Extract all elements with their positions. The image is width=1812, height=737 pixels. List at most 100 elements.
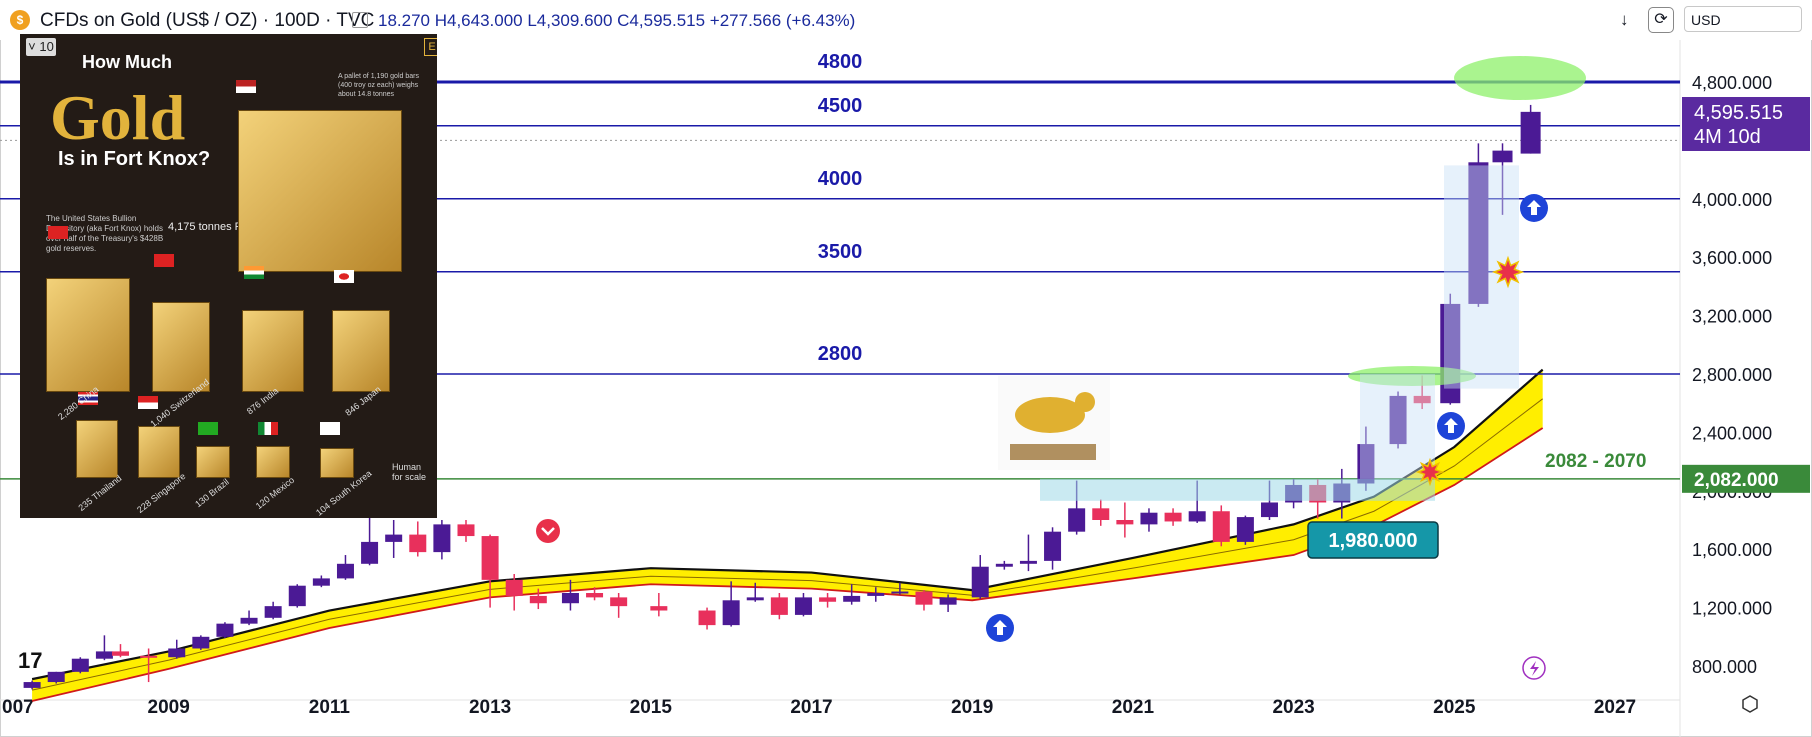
candle-body[interactable] [433,524,451,553]
candle-body[interactable] [1068,508,1086,532]
candle-body[interactable] [1413,395,1431,404]
candle-body[interactable] [240,617,258,624]
range-highlight-box [1040,478,1435,501]
japan-flag-icon [334,270,354,283]
brazil-flag-icon [198,422,218,435]
green-highlight-ellipse [1348,366,1476,386]
lightning-icon[interactable] [1522,656,1546,680]
y-tick-label: 2,400.000 [1692,423,1772,443]
candle-body[interactable] [1357,444,1375,484]
candle-body[interactable] [1492,150,1513,163]
arrow-down-glyph [541,527,555,536]
candle-body[interactable] [1260,502,1278,518]
inset-gold-title: Gold [50,82,186,153]
candle-body[interactable] [361,541,379,564]
candle-body[interactable] [1468,162,1489,304]
candle-body[interactable] [843,595,861,602]
candlesticks[interactable] [23,104,1541,690]
candle-body[interactable] [794,597,812,615]
candle-body[interactable] [561,593,579,604]
brazil-gold-stack [196,446,230,478]
arrow-down-icon[interactable]: ↓ [1620,10,1629,29]
candle-body[interactable] [650,606,668,611]
candle-body[interactable] [312,578,330,586]
candle-body[interactable] [111,651,129,656]
thailand-flag-icon [78,392,98,405]
candle-body[interactable] [867,593,885,596]
y-tick-label: 3,600.000 [1692,248,1772,268]
candle-body[interactable] [168,648,186,658]
candle-body[interactable] [1212,511,1230,542]
tradingview-logo: 17 [18,648,42,673]
mexico-flag-icon [258,422,278,435]
candle-body[interactable] [23,682,41,688]
symbol-logo-icon: $ [10,10,30,30]
low-marker-badge [1307,521,1439,559]
candle-body[interactable] [1116,520,1134,525]
candle-body[interactable] [457,524,475,537]
candle-body[interactable] [1164,512,1182,522]
y-tick-label: 2,800.000 [1692,365,1772,385]
candle-body[interactable] [1140,512,1158,525]
hide-legend-icon[interactable] [352,12,368,28]
inset-how-much: How Much [82,52,172,72]
level-label: 2082 - 2070 [1545,451,1646,472]
candle-body[interactable] [891,591,909,594]
japan-gold-stack [332,310,390,392]
candle-body[interactable] [481,536,499,580]
candle-body[interactable] [1019,560,1037,564]
candle-body[interactable] [1092,508,1110,520]
candle-body[interactable] [770,597,788,615]
candle-body[interactable] [915,591,933,605]
bull-icon [1015,397,1085,433]
x-tick-label: 2021 [1112,697,1155,718]
x-tick-label: 2025 [1433,697,1476,718]
candle-body[interactable] [216,623,234,637]
y-tick-label: 1,200.000 [1692,599,1772,619]
candle-body[interactable] [819,597,837,602]
country-label: 130 Brazil [193,476,231,510]
candle-body[interactable] [47,671,65,683]
india-flag-icon [244,266,264,279]
currency-select[interactable]: USD [1684,6,1802,32]
candle-body[interactable] [385,534,403,542]
candle-body[interactable] [722,600,740,626]
candle-body[interactable] [1044,531,1062,561]
mexico-gold-stack [256,446,290,478]
candle-body[interactable] [192,636,210,649]
inset-collapse-badge[interactable]: ˅ 10 [26,38,56,56]
candle-body[interactable] [505,579,523,596]
candle-body[interactable] [336,563,354,579]
candle-body[interactable] [71,658,89,672]
candle-body[interactable] [1520,111,1541,154]
candle-body[interactable] [698,610,716,626]
inset-subtitle: Is in Fort Knox? [58,148,211,170]
reload-icon[interactable]: ⟳ [1648,7,1674,33]
candle-body[interactable] [264,606,282,618]
ma-lower-line [31,427,1544,702]
candle-body[interactable] [140,655,158,658]
candle-body[interactable] [529,595,547,604]
candle-body[interactable] [1236,517,1254,542]
china-gold-stack [46,278,130,392]
symbol-title[interactable]: CFDs on Gold (US$ / OZ) · 100D · TVC [40,10,375,31]
candle-body[interactable] [971,566,989,598]
candle-body[interactable] [409,534,427,553]
inset-pallet-note: A pallet of 1,190 gold bars (400 troy oz… [338,73,419,98]
x-tick-label: 2023 [1272,697,1314,718]
candle-body[interactable] [288,585,306,607]
candle-body[interactable] [746,597,764,601]
india-gold-stack [242,310,304,392]
candle-body[interactable] [610,597,628,607]
level-label: 4500 [818,95,863,117]
settings-icon[interactable] [1742,695,1758,713]
candle-body[interactable] [1188,511,1206,522]
candle-body[interactable] [95,651,113,659]
candle-body[interactable] [995,563,1013,567]
candle-body[interactable] [586,593,604,598]
switzerland-gold-stack [152,302,210,392]
candle-body[interactable] [1389,395,1407,445]
candle-body[interactable] [939,597,957,605]
